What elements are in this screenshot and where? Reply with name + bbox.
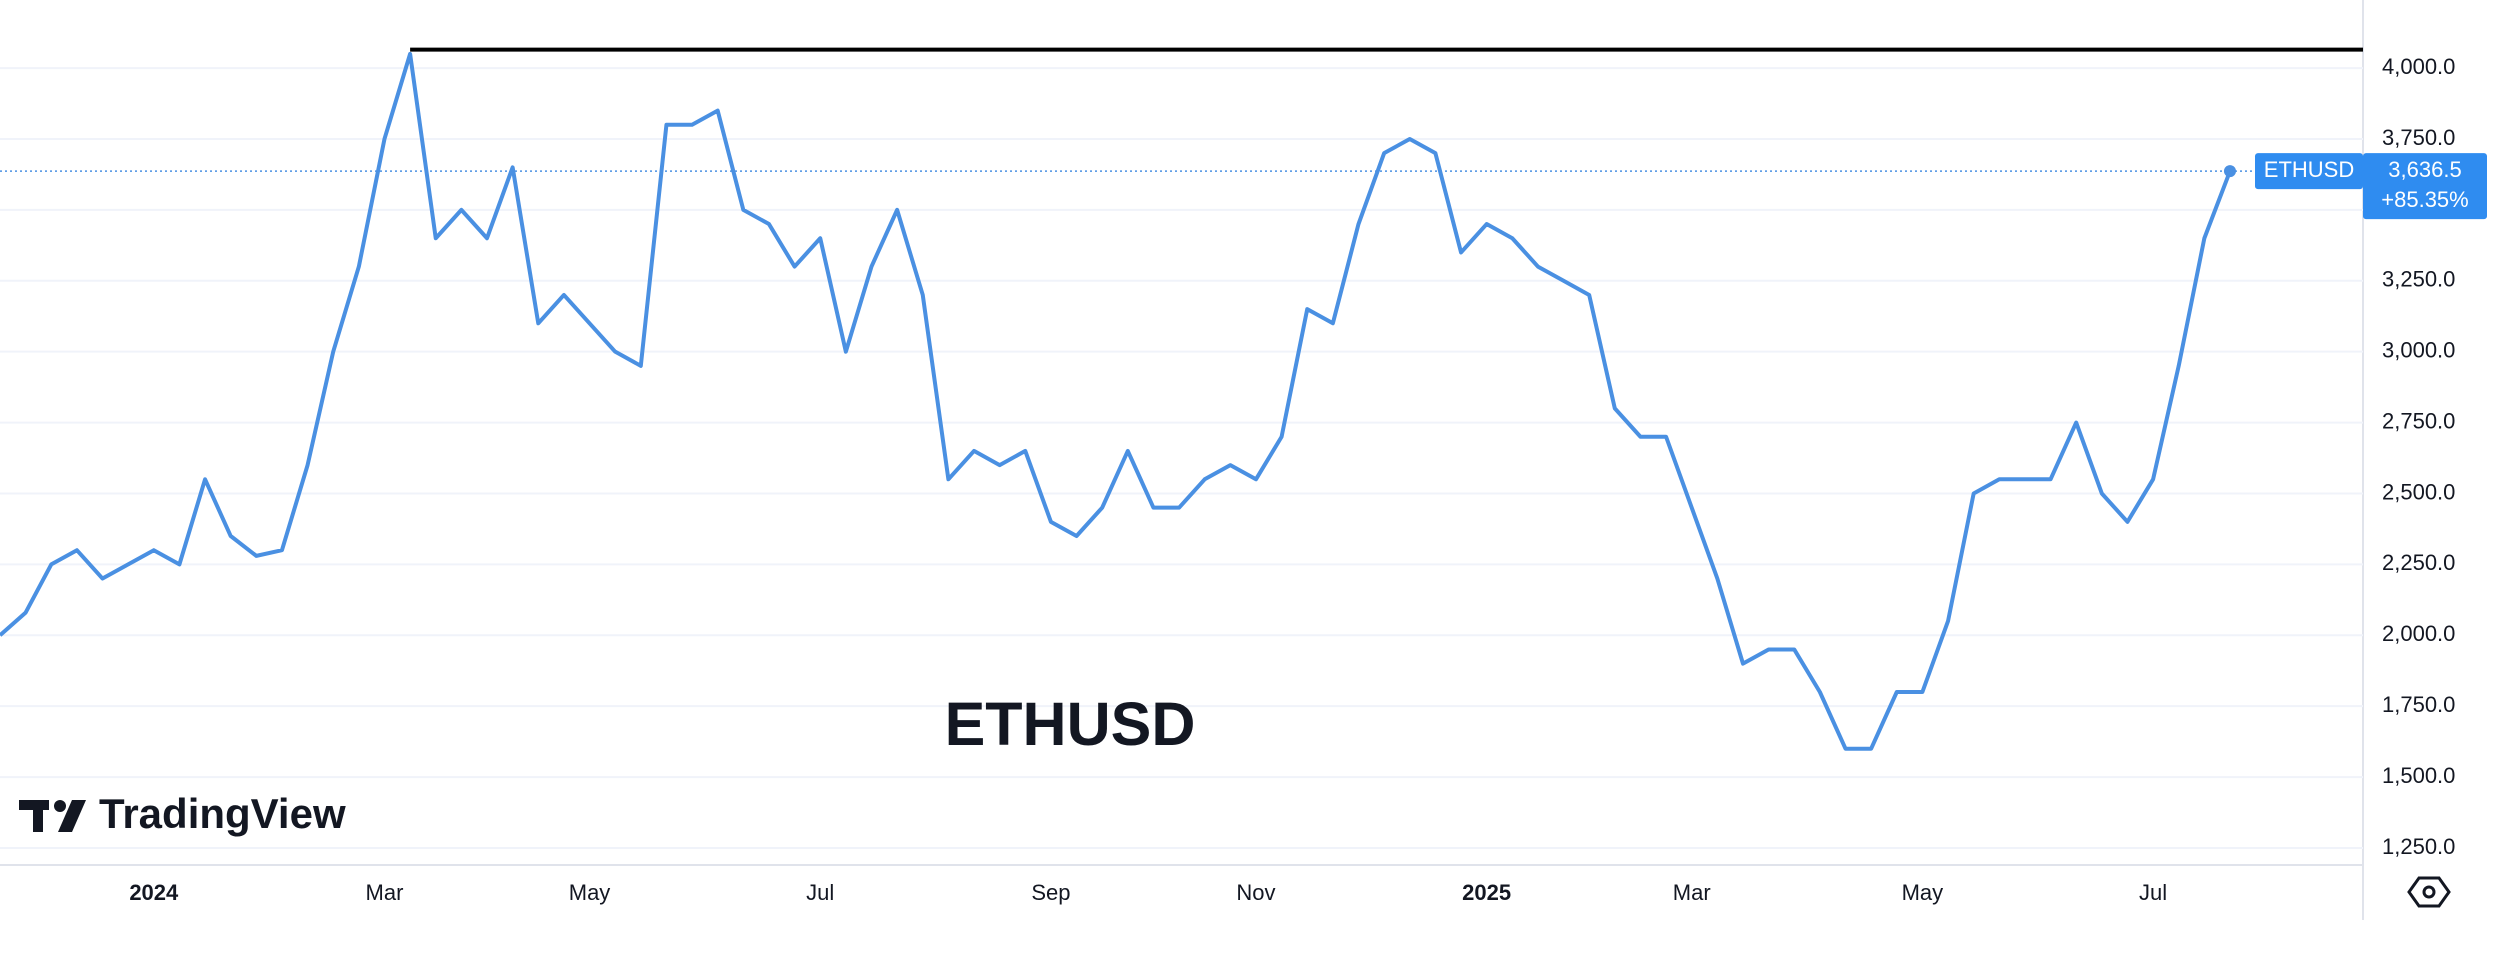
brand: TradingView — [99, 790, 346, 837]
symbol-tag-label: ETHUSD — [2264, 157, 2354, 182]
y-tick-label: 3,000.0 — [2382, 337, 2455, 362]
x-tick-label: Nov — [1236, 880, 1275, 905]
y-tick-label: 1,750.0 — [2382, 692, 2455, 717]
grid — [0, 67, 2363, 849]
x-tick-label: 2025 — [1462, 880, 1511, 905]
logo: TradingView — [19, 790, 346, 837]
y-tick-label: 2,250.0 — [2382, 550, 2455, 575]
y-tick-label: 4,000.0 — [2382, 54, 2455, 79]
logo-stem — [33, 800, 43, 832]
price-tag-price: 3,636.5 — [2388, 157, 2461, 182]
watermark: ETHUSD — [945, 690, 1196, 758]
last-point — [2223, 165, 2236, 178]
x-tick-label: Jul — [806, 880, 834, 905]
x-tick-label: 2024 — [129, 880, 179, 905]
settings-icon[interactable] — [2407, 876, 2451, 908]
y-tick-label: 2,000.0 — [2382, 621, 2455, 646]
x-tick-label: Mar — [1673, 880, 1711, 905]
gear-center[interactable] — [2422, 885, 2436, 899]
y-tick-label: 3,250.0 — [2382, 267, 2455, 292]
x-tick-label: May — [1902, 880, 1944, 905]
symbol-tag — [2255, 153, 2363, 190]
price-tag-change: +85.35% — [2381, 187, 2468, 212]
logo-slash — [58, 800, 86, 832]
x-tick-label: Jul — [2139, 880, 2167, 905]
y-tick-label: 1,500.0 — [2382, 763, 2455, 788]
y-tick-label: 2,750.0 — [2382, 408, 2455, 433]
y-tick-label: 2,500.0 — [2382, 479, 2455, 504]
y-tick-label: 3,750.0 — [2382, 125, 2455, 150]
price-tag — [2363, 153, 2487, 220]
gear-outline[interactable] — [2407, 876, 2451, 908]
x-tick-label: Mar — [366, 880, 404, 905]
x-tick-label: May — [569, 880, 611, 905]
x-tick-label: Sep — [1031, 880, 1070, 905]
logo-dot — [54, 800, 66, 812]
y-tick-label: 1,250.0 — [2382, 834, 2455, 859]
price-line — [0, 51, 2232, 751]
